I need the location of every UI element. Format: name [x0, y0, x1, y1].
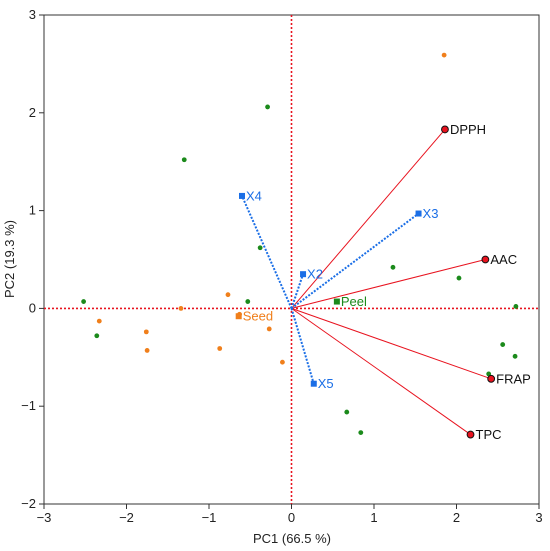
supp-label-x5: X5 — [318, 376, 334, 391]
loading-endpoint-tpc — [466, 430, 475, 439]
seed-point — [144, 348, 150, 353]
supp-vector-x5 — [290, 308, 315, 384]
y-tick-label: −2 — [21, 496, 36, 511]
x-axis-title: PC1 (66.5 %) — [253, 531, 331, 546]
seed-point — [441, 52, 447, 58]
supp-vector-x4 — [241, 195, 293, 309]
y-tick-label: 3 — [29, 7, 36, 22]
y-tick-label: −1 — [21, 398, 36, 413]
peel-point — [181, 157, 187, 163]
seed-point — [96, 318, 102, 324]
seed-point — [225, 292, 231, 298]
seed-centroid-label: Seed — [243, 309, 273, 324]
peel-point — [513, 304, 519, 309]
seed-point — [143, 329, 149, 335]
peel-point — [344, 409, 350, 415]
peel-point — [94, 333, 100, 339]
peel-point — [390, 264, 396, 270]
peel-point — [486, 371, 492, 377]
loading-endpoint-frap — [487, 374, 496, 383]
supp-label-x4: X4 — [246, 188, 262, 203]
peel-centroid — [333, 298, 340, 305]
peel-point — [358, 430, 364, 436]
peel-point — [81, 299, 86, 304]
loading-vector-frap — [291, 307, 492, 380]
supp-vector-x3 — [290, 212, 420, 310]
loading-label-dpph: DPPH — [450, 122, 486, 137]
x-tick-label: 3 — [535, 510, 542, 525]
group-centroids: Peel Seed — [235, 294, 367, 324]
loading-endpoint-aac — [481, 255, 490, 264]
supp-endpoint-x3 — [415, 210, 422, 217]
y-tick-label: 0 — [29, 300, 36, 315]
x-tick-label: −2 — [119, 510, 134, 525]
loading-vector-aac — [291, 259, 486, 309]
seed-centroid — [235, 313, 242, 320]
loading-label-frap: FRAP — [496, 371, 531, 386]
y-tick-label: 2 — [29, 105, 36, 120]
seed-point — [266, 326, 272, 332]
supp-label-x2: X2 — [307, 267, 323, 282]
loading-label-tpc: TPC — [476, 427, 502, 442]
y-axis-title: PC2 (19.3 %) — [2, 220, 17, 298]
supp-endpoint-x4 — [239, 192, 245, 199]
y-tick-label: 1 — [29, 203, 36, 218]
seed-point — [178, 306, 184, 311]
loading-vector-dpph — [291, 129, 446, 309]
x-tick-label: −1 — [202, 510, 217, 525]
loading-endpoint-dpph — [441, 125, 449, 134]
observation-points — [81, 52, 519, 436]
supp-endpoint-x2 — [300, 271, 307, 278]
x-tick-label: 0 — [288, 510, 295, 525]
peel-centroid-label: Peel — [341, 294, 367, 309]
peel-point — [512, 353, 518, 359]
supp-label-x3: X3 — [423, 206, 439, 221]
peel-point — [257, 245, 263, 251]
reference-lines — [44, 15, 539, 504]
supplementary-vectors: X4 X2 X3 X5 — [239, 188, 438, 391]
peel-point — [265, 104, 270, 110]
x-tick-label: −3 — [37, 510, 52, 525]
seed-point — [280, 359, 285, 365]
x-tick-label: 1 — [370, 510, 377, 525]
supp-vector-x2 — [290, 273, 304, 309]
loading-label-aac: AAC — [490, 252, 517, 267]
loading-vector-tpc — [291, 307, 471, 435]
loading-vectors: DPPH AAC FRAP TPC — [291, 122, 531, 442]
supp-endpoint-x5 — [310, 380, 317, 387]
peel-point — [500, 342, 506, 347]
peel-point — [245, 299, 251, 304]
x-tick-label: 2 — [453, 510, 460, 525]
seed-point — [217, 346, 223, 351]
peel-point — [456, 275, 462, 281]
